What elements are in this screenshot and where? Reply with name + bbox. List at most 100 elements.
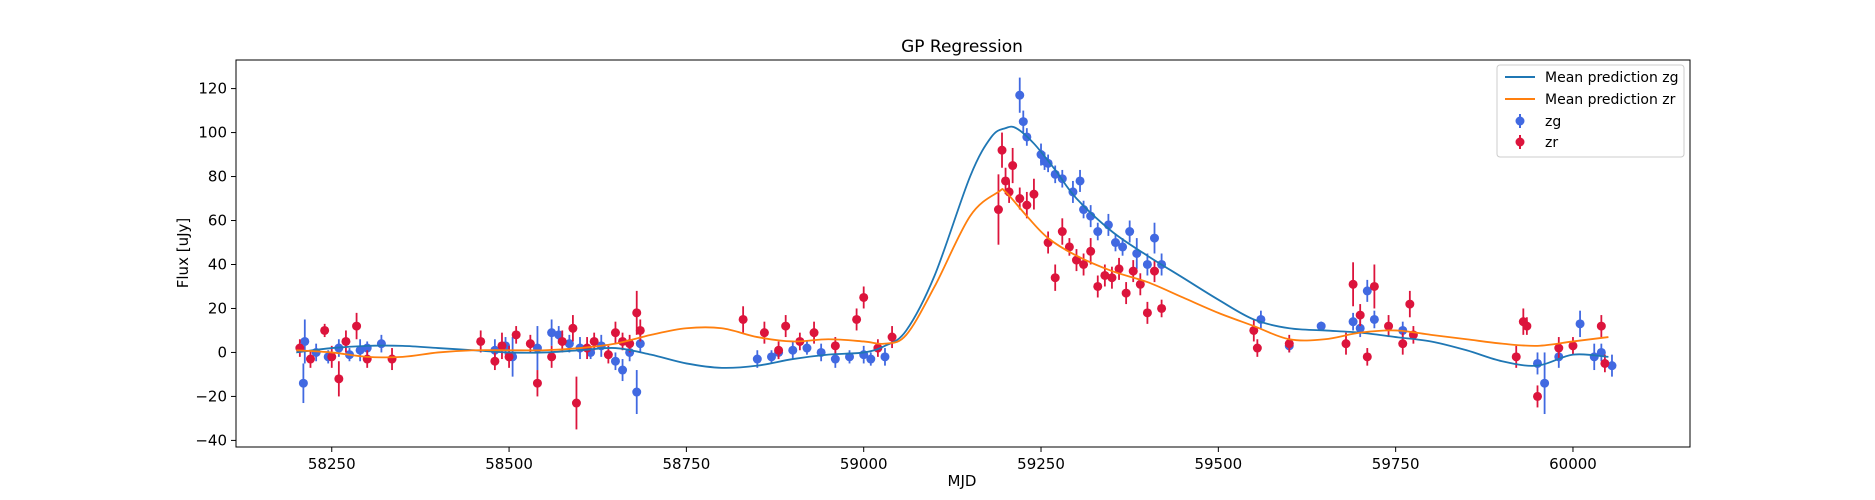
- data-point-zg: [300, 336, 310, 346]
- data-point-zr: [1533, 391, 1543, 401]
- data-point-zr: [1043, 238, 1053, 248]
- y-tick-label: −20: [195, 387, 227, 405]
- data-point-zr: [1008, 161, 1018, 171]
- data-point-zr: [1249, 325, 1259, 335]
- data-point-zg: [1118, 242, 1128, 252]
- data-point-zr: [327, 352, 337, 362]
- data-point-zg: [632, 387, 642, 397]
- data-point-zr: [571, 398, 581, 408]
- data-point-zr: [1398, 339, 1408, 349]
- data-point-zr: [759, 328, 769, 338]
- data-point-zr: [525, 339, 535, 349]
- legend-marker-zg: [1515, 116, 1525, 126]
- data-point-zr: [1128, 266, 1138, 276]
- plot-area: [295, 77, 1617, 430]
- data-point-zr: [1600, 358, 1610, 368]
- data-point-zr: [1142, 308, 1152, 318]
- data-point-zr: [610, 328, 620, 338]
- data-point-zg: [1362, 286, 1372, 296]
- data-point-zg: [618, 365, 628, 375]
- data-point-zg: [880, 352, 890, 362]
- x-tick-label: 58500: [485, 455, 533, 473]
- data-point-zg: [845, 352, 855, 362]
- data-point-zg: [1043, 158, 1053, 168]
- data-point-zr: [1596, 321, 1606, 331]
- data-point-zr: [1079, 259, 1089, 269]
- data-point-zr: [632, 308, 642, 318]
- chart-title: GP Regression: [901, 37, 1023, 57]
- data-point-zg: [1093, 227, 1103, 237]
- data-point-zg: [752, 354, 762, 364]
- legend-box: [1496, 64, 1685, 158]
- data-point-zg: [355, 345, 365, 355]
- data-point-zr: [504, 352, 514, 362]
- data-point-zr: [557, 336, 567, 346]
- data-point-zr: [547, 352, 557, 362]
- y-tick-label: 100: [198, 124, 227, 142]
- data-point-zr: [532, 378, 542, 388]
- y-tick-label: 80: [208, 168, 227, 186]
- x-tick-label: 59000: [840, 455, 888, 473]
- data-point-zr: [1405, 299, 1415, 309]
- data-point-zg: [1075, 176, 1085, 186]
- x-tick-label: 59750: [1372, 455, 1420, 473]
- mean-line-zr: [296, 188, 1609, 359]
- x-axis-label: MJD: [948, 472, 977, 490]
- data-point-zg: [554, 330, 564, 340]
- data-point-zr: [997, 145, 1007, 155]
- plot-frame: [235, 59, 1691, 448]
- data-point-zg: [610, 356, 620, 366]
- data-point-zg: [635, 339, 645, 349]
- data-point-zg: [298, 378, 308, 388]
- data-point-zr: [1029, 189, 1039, 199]
- data-point-zr: [1107, 273, 1117, 283]
- data-point-zr: [1362, 352, 1372, 362]
- data-point-zr: [1121, 288, 1131, 298]
- data-point-zr: [830, 341, 840, 351]
- x-tick-label: 60000: [1549, 455, 1597, 473]
- data-point-zr: [1554, 343, 1564, 353]
- data-point-zr: [1284, 339, 1294, 349]
- data-point-zr: [603, 350, 613, 360]
- data-point-zr: [320, 325, 330, 335]
- data-point-zr: [1157, 303, 1167, 313]
- data-point-zr: [352, 321, 362, 331]
- data-point-zg: [1142, 259, 1152, 269]
- x-tick-label: 59250: [1017, 455, 1065, 473]
- data-point-zr: [1348, 279, 1358, 289]
- data-point-zr: [341, 336, 351, 346]
- data-point-zg: [1036, 150, 1046, 160]
- data-point-zg: [1575, 319, 1585, 329]
- data-point-zr: [511, 330, 521, 340]
- data-point-zg: [1355, 323, 1365, 333]
- data-point-zg: [1596, 347, 1606, 357]
- data-point-zr: [1100, 270, 1110, 280]
- series-zg: [298, 77, 1617, 415]
- legend: Mean prediction zg Mean prediction zr zg…: [1496, 64, 1685, 158]
- data-point-zg: [830, 354, 840, 364]
- data-point-zr: [1384, 321, 1394, 331]
- data-point-zr: [1355, 310, 1365, 320]
- data-point-zr: [1568, 341, 1578, 351]
- data-point-zg: [766, 352, 776, 362]
- data-point-zr: [1252, 343, 1262, 353]
- data-point-zr: [476, 336, 486, 346]
- data-point-zr: [387, 354, 397, 364]
- data-point-zg: [802, 343, 812, 353]
- y-tick-label: 60: [208, 212, 227, 230]
- data-point-zr: [635, 325, 645, 335]
- data-point-zr: [781, 321, 791, 331]
- data-point-zr: [305, 354, 315, 364]
- data-point-zr: [497, 341, 507, 351]
- legend-label-mean-zr: Mean prediction zr: [1545, 92, 1676, 108]
- data-point-zg: [1316, 321, 1326, 331]
- data-point-zr: [1511, 352, 1521, 362]
- data-point-zr: [887, 332, 897, 342]
- series-zr: [295, 132, 1610, 430]
- data-point-zg: [1068, 187, 1078, 197]
- data-point-zr: [1022, 200, 1032, 210]
- data-point-zg: [1348, 317, 1358, 327]
- legend-label-zr: zr: [1545, 135, 1558, 151]
- data-point-zg: [866, 354, 876, 364]
- data-point-zr: [738, 314, 748, 324]
